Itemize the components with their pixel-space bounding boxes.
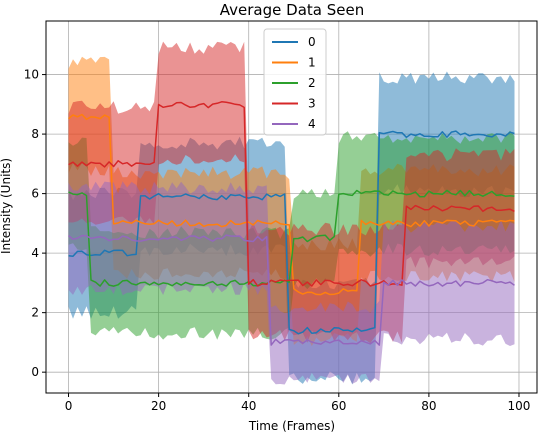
ticks: 0 20 40 60 80 100 0 2 4 6 8 10 <box>24 68 531 413</box>
series-2-line <box>68 189 515 287</box>
legend-label: 1 <box>308 56 316 70</box>
y-axis-label: Intensity (Units) <box>0 158 13 254</box>
x-tick-label: 20 <box>151 399 166 413</box>
series-4-line <box>68 234 515 346</box>
chart-title: Average Data Seen <box>220 1 364 19</box>
x-tick-label: 100 <box>508 399 531 413</box>
x-tick-label: 0 <box>65 399 73 413</box>
plot-border <box>45 20 538 394</box>
series-lines <box>68 101 515 346</box>
x-tick-label: 40 <box>241 399 256 413</box>
y-tick-label: 2 <box>31 306 39 320</box>
plot-frame <box>45 20 538 394</box>
y-tick-label: 8 <box>31 127 39 141</box>
series-0-line <box>68 130 515 335</box>
y-tick-label: 0 <box>31 365 39 379</box>
x-tick-label: 80 <box>421 399 436 413</box>
legend-label: 0 <box>308 35 316 49</box>
y-tick-label: 10 <box>24 68 39 82</box>
series-3-line <box>68 101 515 287</box>
legend: 0 1 2 3 4 <box>263 28 327 136</box>
y-tick-label: 6 <box>31 187 39 201</box>
y-tick-label: 4 <box>31 246 39 260</box>
legend-label: 3 <box>308 97 316 111</box>
legend-label: 2 <box>308 76 316 90</box>
series-4-band <box>68 181 515 385</box>
x-tick-label: 60 <box>331 399 346 413</box>
x-axis-label: Time (Frames) <box>248 419 335 433</box>
legend-label: 4 <box>308 117 316 131</box>
